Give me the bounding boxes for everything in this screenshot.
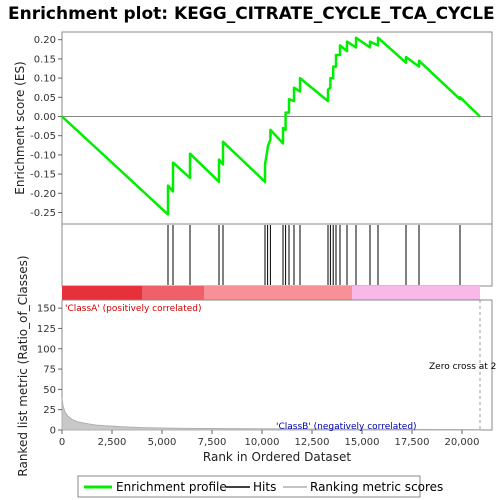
class-a-label: 'ClassA' (positively correlated): [65, 304, 202, 314]
x-tick-label: 17,500: [395, 437, 430, 448]
es-y-tick-label: -0.25: [30, 208, 56, 219]
metric-y-tick-label: 100: [37, 344, 56, 355]
gradient-band: [352, 286, 480, 300]
x-tick-label: 15,000: [345, 437, 380, 448]
es-y-tick-label: 0.15: [34, 54, 56, 65]
class-b-label: 'ClassB' (negatively correlated): [276, 422, 417, 432]
metric-y-ticks: 0 25 50 75 100 125 150: [37, 304, 62, 437]
metric-y-tick-label: 150: [37, 304, 56, 315]
gradient-band: [204, 286, 352, 300]
es-y-tick-label: 0.10: [34, 74, 56, 85]
metric-y-axis-label: Ranked list metric (Ratio_of_Classes): [16, 255, 30, 476]
legend-hits-label: Hits: [253, 480, 276, 494]
es-y-tick-label: 0.20: [34, 35, 56, 46]
enrichment-profile-line: [61, 36, 481, 216]
hits-panel: [61, 223, 493, 287]
gradient-band: [142, 286, 204, 300]
es-y-tick-label: 0.05: [34, 93, 56, 104]
metric-y-tick-label: 75: [43, 365, 56, 376]
es-y-ticks: -0.25 -0.20 -0.15 -0.10 -0.05 0.00 0.05 0.10 0.1…: [30, 35, 62, 219]
metric-y-tick-label: 50: [43, 385, 56, 396]
es-series-layer: [61, 36, 481, 216]
x-tick-label: 5,000: [148, 437, 177, 448]
ranked-gradient-bar: [62, 286, 480, 300]
hits-panel-frame: [61, 223, 493, 287]
x-tick-label: 10,000: [245, 437, 280, 448]
es-y-tick-label: -0.10: [30, 150, 56, 161]
x-tick-label: 2,500: [98, 437, 127, 448]
x-tick-label: 20,000: [445, 437, 480, 448]
x-axis-label: Rank in Ordered Dataset: [203, 450, 351, 464]
es-y-tick-label: -0.20: [30, 189, 56, 200]
metric-panel-frame: [61, 299, 493, 431]
x-tick-label: 7,500: [198, 437, 227, 448]
gradient-band: [62, 286, 142, 300]
zero-cross-label: Zero cross at 2: [429, 362, 496, 372]
es-y-axis-label: Enrichment score (ES): [13, 61, 27, 194]
x-ticks: 0 2,500 5,000 7,500 10,000 12,500 15,000 17,500…: [59, 430, 480, 448]
chart-title: Enrichment plot: KEGG_CITRATE_CYCLE_TCA_…: [8, 4, 495, 24]
x-tick-label: 12,500: [295, 437, 330, 448]
legend-metric-label: Ranking metric scores: [310, 480, 443, 494]
metric-area: [61, 397, 481, 431]
x-tick-label: 0: [59, 437, 65, 448]
metric-y-tick-label: 25: [43, 405, 56, 416]
es-panel: -0.25 -0.20 -0.15 -0.10 -0.05 0.00 0.05 0.10 0.1…: [13, 31, 493, 225]
metric-panel: Zero cross at 2 'ClassA' (positively cor…: [16, 255, 496, 476]
legend-enrichment-label: Enrichment profile: [116, 480, 227, 494]
hit-lines-layer: [167, 225, 461, 285]
es-y-tick-label: 0.00: [34, 112, 56, 123]
es-panel-frame: [61, 31, 493, 225]
es-y-tick-label: -0.15: [30, 170, 56, 181]
metric-y-tick-label: 0: [50, 426, 56, 437]
legend: Enrichment profile Hits Ranking metric s…: [77, 475, 443, 498]
metric-y-tick-label: 125: [37, 324, 56, 335]
es-y-tick-label: -0.05: [30, 131, 56, 142]
